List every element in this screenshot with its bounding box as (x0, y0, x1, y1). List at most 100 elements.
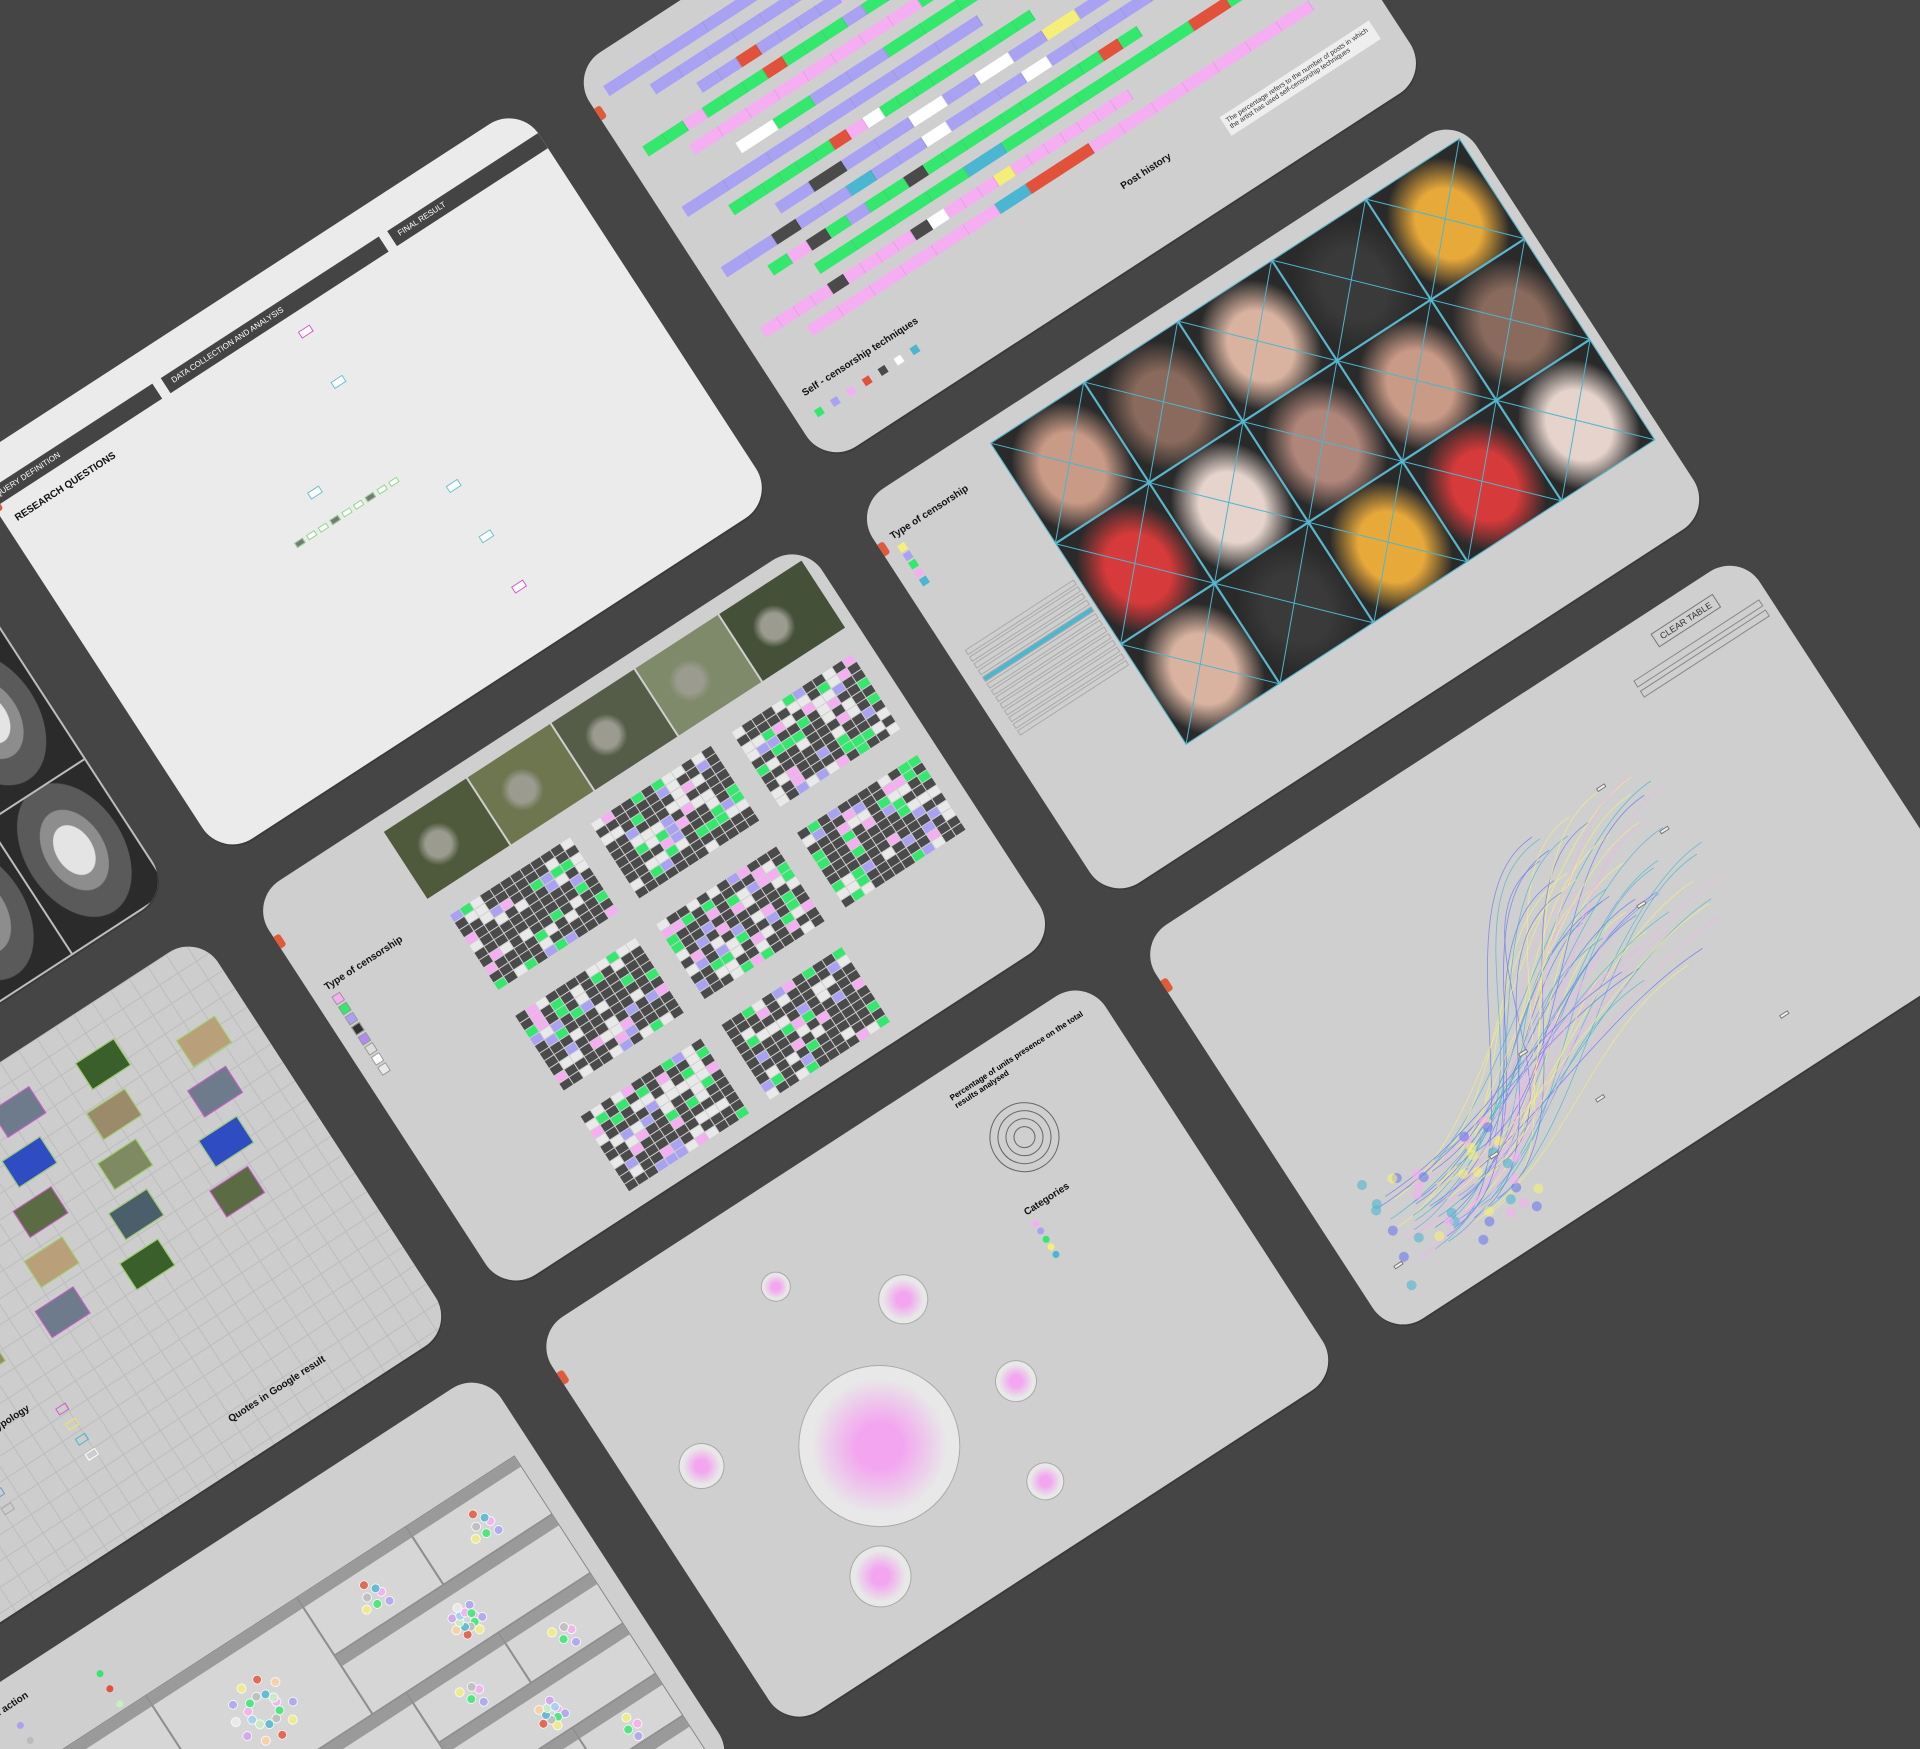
legend-item (877, 363, 892, 377)
column-chip (352, 499, 365, 511)
skill-bubble (1019, 1455, 1072, 1508)
workflow-node (330, 374, 347, 390)
country-thumbnail (23, 1236, 80, 1289)
post-segment (1120, 0, 1153, 18)
post-segment (649, 66, 684, 95)
company-dot (356, 1578, 371, 1593)
legend-label (929, 574, 933, 580)
legend-label (840, 395, 844, 401)
hashtag-network-card: CLEAR TABLE (1136, 551, 1920, 1339)
post-segment (1151, 81, 1189, 113)
network-link (1484, 853, 1698, 1211)
legend-label (344, 991, 348, 997)
column-chip (376, 484, 388, 495)
skill-bubble (868, 1264, 938, 1334)
legend-swatch (813, 406, 825, 418)
body-photo (1365, 138, 1525, 300)
post-segment (1057, 142, 1095, 174)
body-photo (1149, 421, 1309, 584)
network-link (1398, 822, 1640, 1227)
workflow-node (297, 324, 314, 339)
network-link (1446, 880, 1694, 1199)
country-thumbnail (209, 1165, 266, 1218)
legend-label (1040, 1217, 1044, 1223)
company-dot (268, 1674, 283, 1689)
company-dot (285, 1712, 300, 1727)
crop-guide-line (1120, 484, 1150, 643)
post-segment (1025, 163, 1064, 194)
research-question-list (24, 433, 179, 538)
body-photo (1055, 482, 1215, 645)
legend-swatch (55, 1402, 70, 1416)
crop-guide-line (1336, 200, 1366, 360)
legend-swatch (0, 1487, 6, 1501)
country-thumbnail (119, 1238, 176, 1291)
legend-label (918, 557, 922, 563)
body-image-mosaic (989, 138, 1656, 745)
post-segment (887, 0, 923, 26)
legend-label (390, 1061, 394, 1067)
company-dot (234, 1681, 249, 1696)
post-segment (774, 71, 810, 100)
legend-label (364, 1021, 368, 1027)
company-dot (465, 1507, 480, 1522)
network-link (1390, 911, 1670, 1220)
post-segment (1119, 102, 1158, 133)
legend-label (16, 1502, 20, 1508)
crop-guides (1432, 240, 1589, 399)
column-chip (329, 514, 341, 526)
legend-label (919, 343, 923, 349)
treemap-country-header (297, 1527, 412, 1608)
network-link (1434, 860, 1659, 1250)
legend-label (113, 1682, 117, 1688)
body-photo (989, 382, 1150, 544)
post-segment (677, 48, 712, 77)
body-photo (1120, 583, 1280, 745)
network-link (1415, 891, 1658, 1205)
network-link (1429, 948, 1703, 1207)
legend-item (909, 343, 924, 356)
workflow-node (445, 478, 462, 494)
post-segment (603, 53, 660, 97)
treemap-country-header (406, 1456, 521, 1537)
network-link (1458, 979, 1645, 1220)
research-question (24, 433, 175, 531)
workflow-node (511, 579, 528, 594)
network-links (1378, 776, 1722, 1263)
skill-bubble (755, 1265, 797, 1308)
country-thumbnail (187, 1065, 244, 1118)
network-link (1453, 880, 1555, 1229)
country-thumbnail (198, 1115, 255, 1168)
legend-item (0, 1739, 29, 1749)
network-link (1412, 827, 1664, 1216)
post-segment (1182, 61, 1221, 92)
post-segment (963, 203, 1001, 235)
legend-label (357, 1011, 361, 1017)
post-segment (704, 30, 739, 59)
company-dot (370, 1596, 385, 1611)
legend-label (100, 1448, 104, 1454)
network-legend-item (1639, 609, 1770, 698)
network-link (1490, 983, 1632, 1166)
post-segment (745, 89, 781, 119)
bodies-card: Type of censorship (853, 115, 1713, 903)
post-segment (1116, 25, 1143, 49)
network-link (1454, 886, 1595, 1239)
country-thumbnail (97, 1138, 154, 1191)
post-segment (1150, 21, 1195, 56)
skill-bubble (986, 1352, 1046, 1411)
crop-guides (1215, 523, 1373, 683)
body-photo (1308, 461, 1468, 623)
crop-guide-line (1242, 261, 1272, 421)
legend-swatch (918, 575, 930, 587)
card-tab-marker (1158, 977, 1174, 994)
post-segment (869, 264, 908, 296)
card-tab-marker (271, 933, 287, 950)
company-dot (275, 1727, 290, 1742)
crop-guides (1403, 401, 1561, 561)
post-segment (806, 305, 845, 337)
network-link (1399, 949, 1638, 1239)
crop-guide-line (1185, 584, 1215, 744)
network-link (1426, 969, 1621, 1181)
legend-label (90, 1433, 94, 1439)
